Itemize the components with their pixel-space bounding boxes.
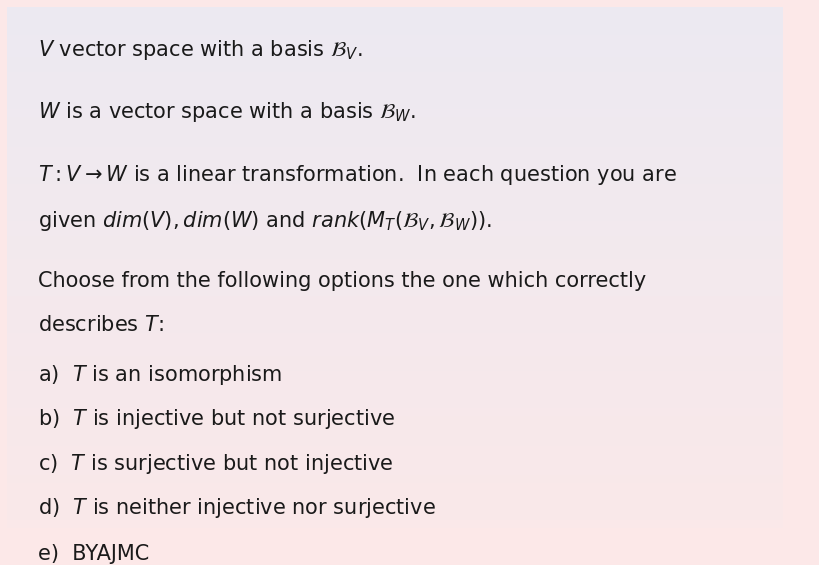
Text: c)  $\mathit{T}$ is surjective but not injective: c) $\mathit{T}$ is surjective but not in… [38,451,394,476]
Text: given $\mathit{dim}(\mathit{V}), \mathit{dim}(\mathit{W})$ and $\mathit{rank}(\m: given $\mathit{dim}(\mathit{V}), \mathit… [38,210,491,233]
Text: a)  $\mathit{T}$ is an isomorphism: a) $\mathit{T}$ is an isomorphism [38,363,283,387]
Text: Choose from the following options the one which correctly: Choose from the following options the on… [38,271,646,291]
Text: $\mathit{T} : \mathit{V} \rightarrow \mathit{W}$ is a linear transformation.  In: $\mathit{T} : \mathit{V} \rightarrow \ma… [38,163,676,186]
Text: describes $\mathit{T}$:: describes $\mathit{T}$: [38,315,164,335]
Text: $\mathit{W}$ is a vector space with a basis $\mathcal{B}_W$.: $\mathit{W}$ is a vector space with a ba… [38,100,416,124]
Text: $\mathit{V}$ vector space with a basis $\mathcal{B}_V$.: $\mathit{V}$ vector space with a basis $… [38,38,363,62]
Text: e)  BYAJMC: e) BYAJMC [38,544,149,564]
Text: d)  $\mathit{T}$ is neither injective nor surjective: d) $\mathit{T}$ is neither injective nor… [38,496,436,520]
Text: b)  $\mathit{T}$ is injective but not surjective: b) $\mathit{T}$ is injective but not sur… [38,407,396,431]
